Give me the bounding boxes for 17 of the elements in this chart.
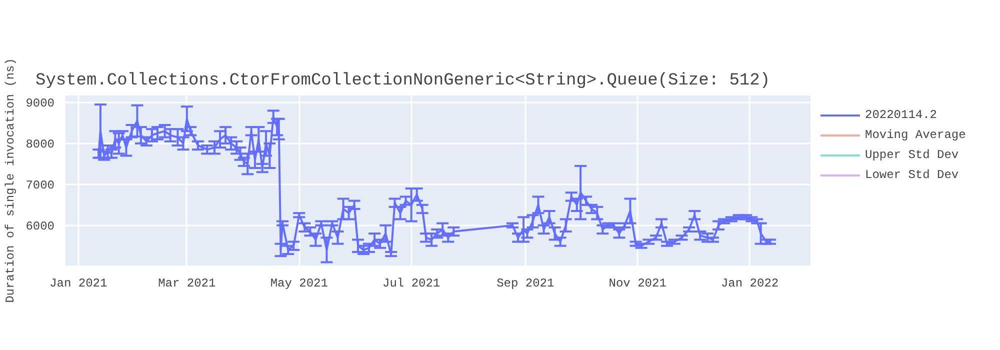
y-tick-label: 9000 [26, 96, 55, 110]
x-tick-label: Jan 2022 [720, 276, 779, 290]
legend-label: 20220114.2 [865, 108, 938, 122]
x-tick-label: Jan 2021 [50, 276, 108, 290]
legend-label: Upper Std Dev [865, 148, 959, 162]
legend-label: Moving Average [865, 128, 966, 142]
x-tick-label: Nov 2021 [608, 276, 666, 290]
y-tick-label: 6000 [26, 219, 55, 234]
y-axis-title: Duration of single invocation (ns) [4, 58, 18, 303]
x-tick-label: Mar 2021 [158, 276, 216, 290]
x-tick-label: Jul 2021 [382, 276, 440, 290]
y-tick-label: 8000 [26, 137, 55, 152]
x-tick-label: May 2021 [270, 276, 328, 290]
x-tick-label: Sep 2021 [496, 276, 554, 290]
y-tick-label: 7000 [26, 178, 55, 192]
legend-label: Lower Std Dev [865, 168, 959, 182]
chart-title: System.Collections.CtorFromCollectionNonGeneric<String>.Queue(Size: 512) [36, 72, 770, 90]
